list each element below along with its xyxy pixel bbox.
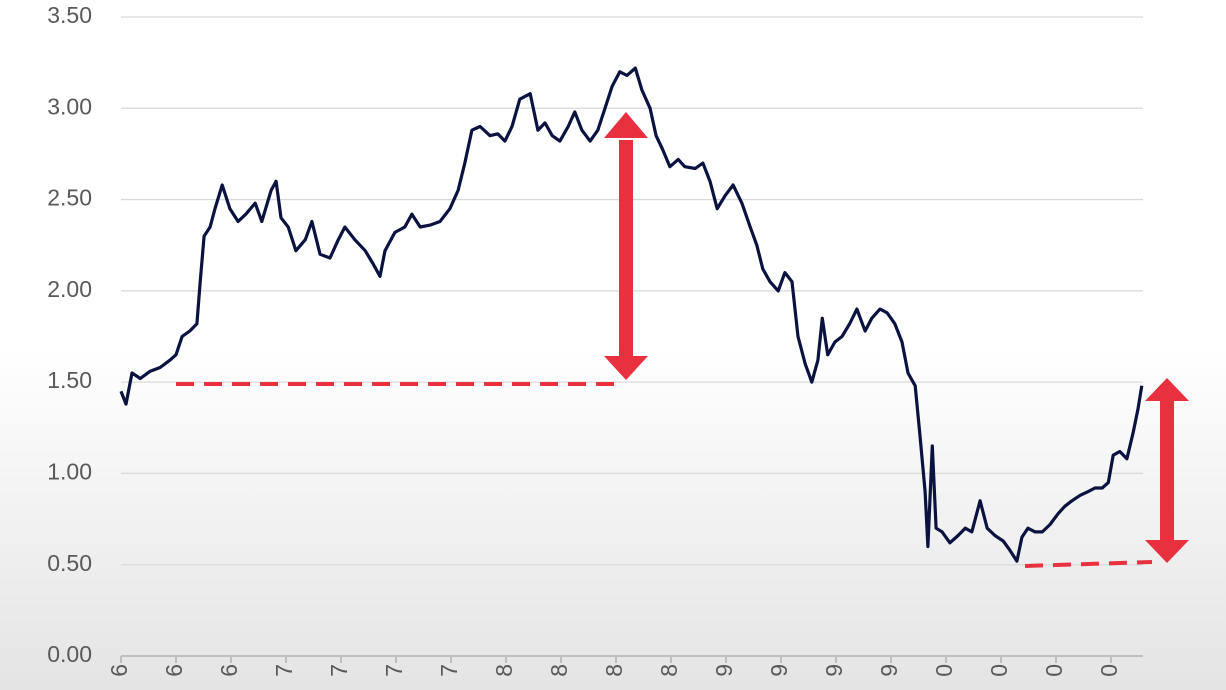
y-tick-label: 3.50 bbox=[47, 2, 92, 28]
y-tick-label: 0.50 bbox=[47, 550, 92, 576]
x-tick-label: 9 bbox=[876, 664, 902, 677]
x-tick-label: 0 bbox=[931, 664, 957, 677]
x-tick-label: 7 bbox=[326, 664, 352, 677]
x-tick-label: 9 bbox=[711, 664, 737, 677]
x-tick-label: 0 bbox=[986, 664, 1012, 677]
y-tick-label: 3.00 bbox=[47, 93, 92, 119]
dashed-line bbox=[1024, 560, 1153, 568]
x-tick-label: 6 bbox=[216, 664, 242, 677]
arrow-head bbox=[1145, 540, 1189, 563]
x-tick-label: 8 bbox=[656, 664, 682, 677]
x-tick-label: 6 bbox=[161, 664, 187, 677]
plot bbox=[119, 66, 1144, 563]
x-tick-label: 7 bbox=[271, 664, 297, 677]
price-line bbox=[119, 66, 1144, 563]
x-tick-label: 8 bbox=[491, 664, 517, 677]
x-tick-label: 9 bbox=[821, 664, 847, 677]
x-tick-label: 8 bbox=[546, 664, 572, 677]
y-tick-label: 0.00 bbox=[47, 641, 92, 667]
y-tick-label: 1.00 bbox=[47, 459, 92, 485]
arrow-head bbox=[1145, 378, 1189, 401]
grid: 0.00 0.50 1.00 1.50 2.00 2.50 3.00 3.50 6 6 6 7 7 7 7 8… bbox=[47, 2, 1143, 677]
arrow-head bbox=[604, 356, 648, 380]
x-tick-label: 7 bbox=[436, 664, 462, 677]
annotations bbox=[176, 112, 1189, 568]
y-tick-label: 2.50 bbox=[47, 185, 92, 211]
arrow-head bbox=[604, 112, 648, 138]
x-tick-label: 6 bbox=[106, 664, 132, 677]
x-tick-label: 0 bbox=[1096, 664, 1122, 677]
x-tick-label: 7 bbox=[381, 664, 407, 677]
x-tick-label: 8 bbox=[601, 664, 627, 677]
x-tick-label: 0 bbox=[1041, 664, 1067, 677]
x-tick-label: 9 bbox=[766, 664, 792, 677]
y-tick-label: 2.00 bbox=[47, 276, 92, 302]
y-tick-label: 1.50 bbox=[47, 367, 92, 393]
